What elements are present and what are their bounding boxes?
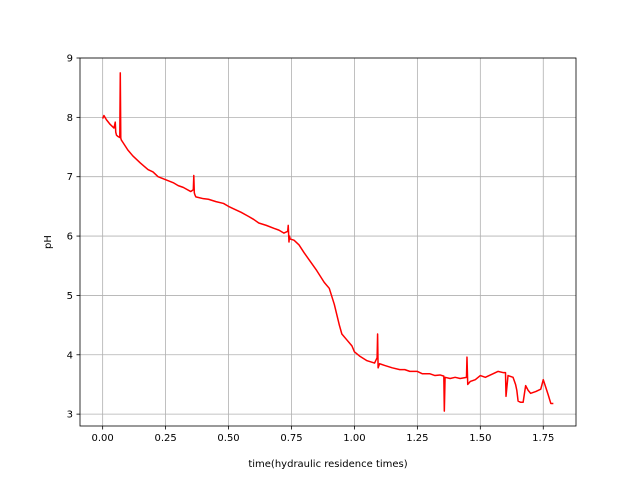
x-tick-label: 0.75 [280,433,302,444]
x-tick-label: 1.50 [469,433,491,444]
x-tick-label: 0.00 [92,433,114,444]
y-tick-label: 3 [67,410,73,421]
x-tick-label: 1.25 [406,433,428,444]
x-tick-label: 0.25 [154,433,176,444]
grid [80,57,576,426]
y-tick-label: 8 [67,113,73,124]
y-axis-label: pH [43,235,54,249]
x-tick-label: 1.75 [532,433,554,444]
y-tick-label: 4 [67,350,73,361]
x-tick-label: 1.00 [343,433,365,444]
ticks: 0.00 0.25 0.50 0.75 1.00 1.25 1.50 1.75 3 4 5 6 7 8 9 [67,54,555,445]
y-tick-label: 9 [67,54,73,65]
x-tick-label: 0.50 [217,433,239,444]
y-tick-label: 5 [67,291,73,302]
y-tick-label: 6 [67,232,73,243]
ph-series-line [101,72,554,412]
y-tick-label: 7 [67,172,73,183]
x-axis-label: time(hydraulic residence times) [248,459,407,470]
plot-frame [79,57,577,427]
data-layer [101,72,554,412]
